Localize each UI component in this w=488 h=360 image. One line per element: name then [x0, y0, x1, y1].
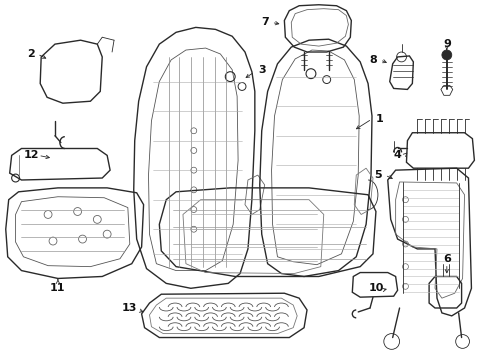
Text: 13: 13 [122, 303, 137, 313]
Circle shape [441, 50, 451, 60]
Text: 12: 12 [23, 150, 39, 161]
Text: 3: 3 [257, 65, 265, 75]
Text: 5: 5 [373, 170, 381, 180]
Text: 1: 1 [375, 114, 383, 124]
Text: 8: 8 [368, 55, 376, 65]
Text: 4: 4 [393, 150, 401, 161]
Text: 7: 7 [260, 18, 268, 27]
Text: 6: 6 [442, 254, 450, 264]
Text: 11: 11 [50, 283, 65, 293]
Text: 2: 2 [27, 49, 35, 59]
Text: 9: 9 [442, 39, 450, 49]
Text: 10: 10 [367, 283, 383, 293]
